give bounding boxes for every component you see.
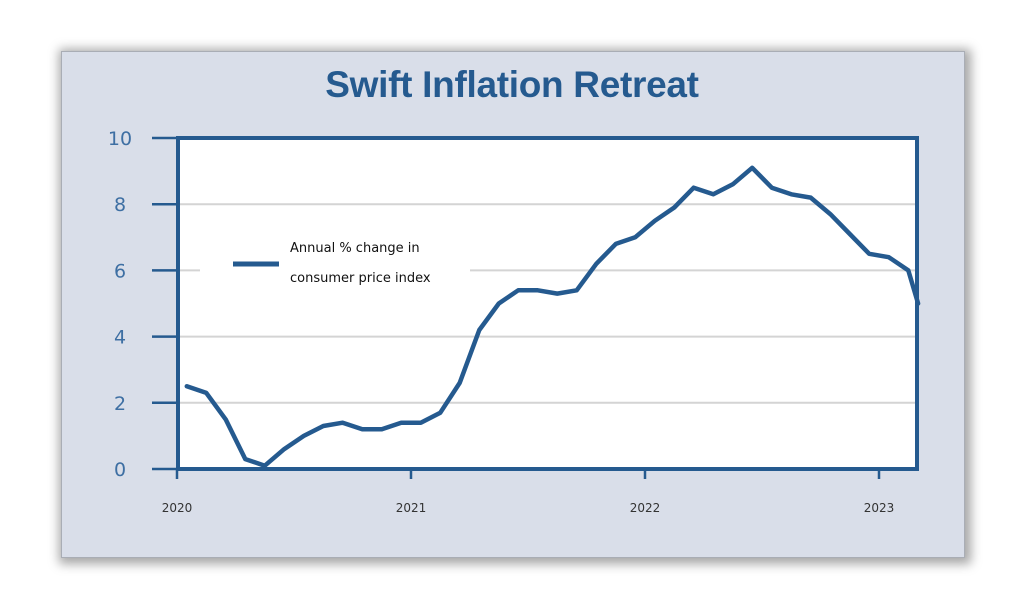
x-axis: 2020 2021 2022 2023 bbox=[162, 469, 895, 515]
plot-border bbox=[176, 136, 919, 471]
chart-title: Swift Inflation Retreat bbox=[325, 64, 699, 105]
x-tick-label: 2021 bbox=[396, 501, 427, 515]
plot-frame bbox=[176, 136, 919, 471]
plot-background bbox=[178, 138, 917, 469]
gridlines bbox=[178, 138, 917, 469]
y-tick-label: 2 bbox=[114, 393, 126, 415]
x-tick-label: 2020 bbox=[162, 501, 193, 515]
y-tick-label: 8 bbox=[114, 194, 126, 216]
legend-label-line1: Annual % change in bbox=[290, 241, 420, 256]
x-tick-label: 2022 bbox=[630, 501, 661, 515]
y-tick-label: 0 bbox=[114, 459, 126, 481]
x-tick-label: 2023 bbox=[864, 501, 895, 515]
y-tick-label: 4 bbox=[114, 327, 126, 349]
legend-label-line2: consumer price index bbox=[290, 271, 431, 286]
series-layer bbox=[184, 165, 921, 468]
y-axis: 0 2 4 6 8 10 bbox=[108, 128, 178, 481]
legend: Annual % change in consumer price index bbox=[200, 238, 470, 290]
y-tick-label: 6 bbox=[114, 260, 126, 282]
y-tick-label: 10 bbox=[108, 128, 132, 150]
